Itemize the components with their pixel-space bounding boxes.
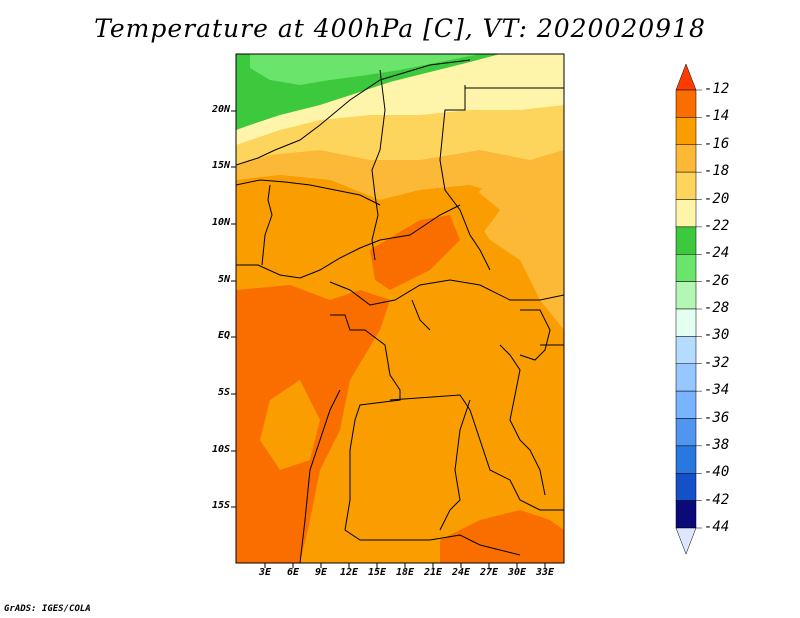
lon-label-6e: 6E <box>286 567 300 578</box>
colorbar <box>675 63 702 555</box>
colorbar-swatch <box>675 445 697 474</box>
colorbar-label: -32 <box>704 354 730 371</box>
colorbar-swatch <box>675 171 697 200</box>
colorbar-swatch <box>675 226 697 255</box>
colorbar-label: -36 <box>704 409 730 426</box>
lat-label-15s: 15S <box>211 500 230 511</box>
lon-label-27e: 27E <box>479 567 499 578</box>
colorbar-swatch <box>675 117 697 145</box>
lon-label-12e: 12E <box>339 567 359 578</box>
lat-label-eq: EQ <box>217 330 230 341</box>
band-14-central <box>370 215 460 290</box>
colorbar-swatch <box>675 199 697 228</box>
colorbar-swatch <box>675 500 697 529</box>
colorbar-swatch <box>675 418 697 447</box>
lon-label-24e: 24E <box>451 567 471 578</box>
axis-ticks <box>231 110 546 568</box>
credit-text: GrADS: IGES/COLA <box>4 604 91 614</box>
lat-label-10n: 10N <box>211 217 230 228</box>
colorbar-swatch <box>675 254 697 282</box>
lat-label-10s: 10S <box>211 444 230 455</box>
band-16-sahel <box>236 175 500 310</box>
chart-title: Temperature at 400hPa [C], VT: 202002091… <box>94 14 706 43</box>
lat-label-5s: 5S <box>217 387 230 398</box>
temperature-field <box>236 54 564 563</box>
country-borders <box>236 59 564 563</box>
band-14-south <box>440 510 564 563</box>
lat-label-20n: 20N <box>211 104 230 115</box>
colorbar-label: -38 <box>704 436 730 453</box>
lon-label-21e: 21E <box>423 567 443 578</box>
lon-label-30e: 30E <box>507 567 527 578</box>
lon-label-3e: 3E <box>258 567 272 578</box>
band-26 <box>250 54 480 85</box>
band-16-west-patch <box>260 380 320 470</box>
colorbar-bottom-tip <box>675 527 697 555</box>
colorbar-swatch <box>675 336 697 364</box>
colorbar-label: -18 <box>704 163 730 180</box>
colorbar-label: -22 <box>704 217 730 234</box>
colorbar-label: -26 <box>704 272 730 289</box>
colorbar-label: -40 <box>704 464 730 481</box>
colorbar-label: -30 <box>704 327 730 344</box>
colorbar-swatch <box>675 144 697 173</box>
colorbar-label: -24 <box>704 245 730 262</box>
lat-label-5n: 5N <box>217 274 230 285</box>
colorbar-swatch <box>675 281 697 310</box>
colorbar-swatch <box>675 308 697 337</box>
colorbar-label: -34 <box>704 382 730 399</box>
lat-label-15n: 15N <box>211 160 230 171</box>
lon-label-18e: 18E <box>395 567 415 578</box>
colorbar-swatch <box>675 473 697 501</box>
lon-label-9e: 9E <box>314 567 328 578</box>
colorbar-label: -12 <box>704 81 730 97</box>
colorbar-swatch <box>675 89 697 118</box>
colorbar-label: -20 <box>704 190 730 207</box>
map-frame <box>235 53 565 564</box>
colorbar-label: -16 <box>704 135 730 152</box>
colorbar-label: -42 <box>704 491 730 508</box>
lon-label-15e: 15E <box>367 567 387 578</box>
lon-label-33e: 33E <box>535 567 555 578</box>
colorbar-swatch <box>675 390 697 419</box>
colorbar-label: -44 <box>704 519 730 535</box>
colorbar-label: -28 <box>704 300 730 316</box>
colorbar-label: -14 <box>704 108 730 125</box>
colorbar-swatch <box>675 363 697 392</box>
colorbar-top-tip <box>675 63 697 91</box>
